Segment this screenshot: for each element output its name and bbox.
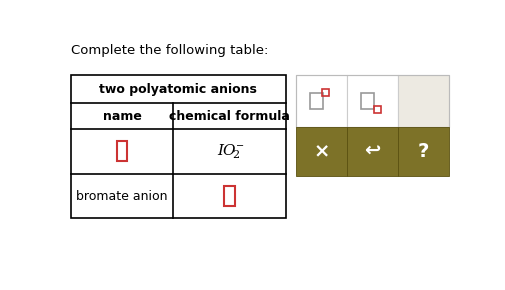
Text: IO: IO <box>217 144 235 158</box>
Text: chemical formula: chemical formula <box>169 110 289 123</box>
Bar <box>346 75 397 127</box>
Bar <box>295 75 346 127</box>
Text: name: name <box>103 110 141 123</box>
Text: ?: ? <box>417 142 428 161</box>
Bar <box>397 127 448 176</box>
Bar <box>224 186 234 206</box>
Text: ↩: ↩ <box>364 142 380 161</box>
Text: 2: 2 <box>232 150 239 160</box>
Bar <box>71 75 285 218</box>
Bar <box>397 75 448 127</box>
Bar <box>361 93 374 109</box>
Bar <box>346 127 397 176</box>
Bar <box>117 142 127 162</box>
Text: −: − <box>235 142 243 151</box>
Bar <box>295 75 448 127</box>
Text: two polyatomic anions: two polyatomic anions <box>99 83 257 96</box>
Bar <box>322 90 329 96</box>
Text: ×: × <box>313 142 329 161</box>
Bar <box>310 93 323 109</box>
Text: bromate anion: bromate anion <box>76 190 168 203</box>
Text: Complete the following table:: Complete the following table: <box>71 44 268 57</box>
Bar <box>373 106 380 113</box>
Bar <box>295 127 346 176</box>
